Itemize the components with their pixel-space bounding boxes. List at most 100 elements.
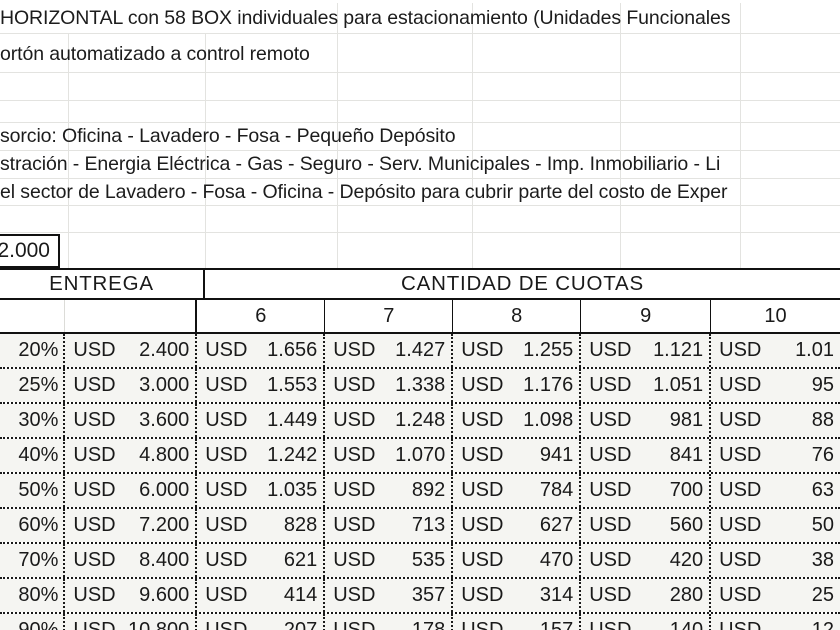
currency-label: USD: [73, 339, 116, 361]
cell-cuota-6[interactable]: USD 1.656: [197, 334, 326, 367]
cell-cuota-9[interactable]: USD 420: [581, 544, 712, 577]
currency-label: USD: [461, 339, 504, 361]
cell-cuota-9[interactable]: USD 560: [581, 509, 712, 542]
cell-cuota-10[interactable]: USD 25: [711, 579, 840, 612]
cell-cuota-10[interactable]: USD 38: [711, 544, 840, 577]
note-row-6: el sector de Lavadero - Fosa - Oficina -…: [0, 179, 840, 205]
cell-cuota-8[interactable]: USD 314: [453, 579, 582, 612]
cell-entrega-percent[interactable]: 30%: [0, 404, 66, 437]
column-header-cuota-9[interactable]: 9: [581, 300, 712, 332]
currency-label: USD: [719, 339, 762, 361]
cell-entrega-percent[interactable]: 90%: [0, 614, 66, 630]
cell-cuota-10[interactable]: USD 50: [711, 509, 840, 542]
cell-cuota-8[interactable]: USD 1.255: [453, 334, 582, 367]
cell-cuota-7[interactable]: USD 713: [325, 509, 454, 542]
table-row[interactable]: 30% USD 3.600 USD 1.449 USD 1.248 USD 1.098 USD 98…: [0, 404, 840, 437]
cell-cuota-6[interactable]: USD 207: [197, 614, 326, 630]
cell-cuota-10[interactable]: USD 76: [711, 439, 840, 472]
price-value-cell[interactable]: 2.000: [0, 234, 60, 268]
currency-label: USD: [205, 374, 248, 396]
cell-entrega-percent[interactable]: 70%: [0, 544, 66, 577]
cell-cuota-8[interactable]: USD 627: [453, 509, 582, 542]
note-text: HORIZONTAL con 58 BOX individuales para …: [0, 7, 731, 29]
column-header-cuota-10[interactable]: 10: [711, 300, 840, 332]
table-row[interactable]: 25% USD 3.000 USD 1.553 USD 1.338 USD 1.176 USD 1.…: [0, 369, 840, 402]
cell-entrega-percent[interactable]: 25%: [0, 369, 66, 402]
amount-value: 1.121: [653, 339, 704, 361]
cell-cuota-6[interactable]: USD 828: [197, 509, 326, 542]
note-text: sorcio: Oficina - Lavadero - Fosa - Pequ…: [0, 125, 456, 147]
amount-value: 1.656: [267, 339, 318, 361]
cell-cuota-6[interactable]: USD 414: [197, 579, 326, 612]
cell-cuota-6[interactable]: USD 621: [197, 544, 326, 577]
cell-entrega-amount[interactable]: USD 9.600: [65, 579, 198, 612]
cell-cuota-7[interactable]: USD 535: [325, 544, 454, 577]
cell-entrega-percent[interactable]: 80%: [0, 579, 66, 612]
currency-label: USD: [205, 339, 248, 361]
cell-cuota-7[interactable]: USD 1.427: [325, 334, 454, 367]
cell-entrega-amount[interactable]: USD 6.000: [65, 474, 198, 507]
cell-cuota-6[interactable]: USD 1.242: [197, 439, 326, 472]
cell-entrega-percent[interactable]: 20%: [0, 334, 66, 367]
cell-cuota-9[interactable]: USD 841: [581, 439, 712, 472]
cell-cuota-7[interactable]: USD 1.248: [325, 404, 454, 437]
cell-cuota-7[interactable]: USD 1.070: [325, 439, 454, 472]
table-row[interactable]: 60% USD 7.200 USD 828 USD 713 USD 627 USD 560 USD 50: [0, 509, 840, 542]
cell-entrega-amount[interactable]: USD 7.200: [65, 509, 198, 542]
amount-value: 95: [811, 374, 834, 396]
cell-cuota-7[interactable]: USD 1.338: [325, 369, 454, 402]
cell-entrega-amount[interactable]: USD 3.600: [65, 404, 198, 437]
currency-label: USD: [589, 584, 632, 606]
table-row[interactable]: 50% USD 6.000 USD 1.035 USD 892 USD 784 USD 700 USD…: [0, 474, 840, 507]
amount-value: 1.070: [395, 444, 446, 466]
cell-entrega-percent[interactable]: 40%: [0, 439, 66, 472]
currency-label: USD: [461, 374, 504, 396]
cell-cuota-9[interactable]: USD 140: [581, 614, 712, 630]
cell-cuota-9[interactable]: USD 981: [581, 404, 712, 437]
amount-value: 157: [539, 619, 574, 630]
cell-cuota-10[interactable]: USD 95: [711, 369, 840, 402]
table-row[interactable]: 40% USD 4.800 USD 1.242 USD 1.070 USD 941 USD 841 U…: [0, 439, 840, 472]
cell-cuota-10[interactable]: USD 1.01: [711, 334, 840, 367]
cell-cuota-8[interactable]: USD 470: [453, 544, 582, 577]
cell-cuota-9[interactable]: USD 280: [581, 579, 712, 612]
cell-entrega-percent[interactable]: 60%: [0, 509, 66, 542]
currency-label: USD: [205, 619, 248, 630]
cell-cuota-7[interactable]: USD 178: [325, 614, 454, 630]
cell-entrega-amount[interactable]: USD 10.800: [65, 614, 198, 630]
column-header-cuota-6[interactable]: 6: [197, 300, 326, 332]
cell-cuota-10[interactable]: USD 12: [711, 614, 840, 630]
cell-cuota-7[interactable]: USD 892: [325, 474, 454, 507]
cell-entrega-percent[interactable]: 50%: [0, 474, 66, 507]
cell-cuota-7[interactable]: USD 357: [325, 579, 454, 612]
currency-label: USD: [719, 549, 762, 571]
table-row[interactable]: 80% USD 9.600 USD 414 USD 357 USD 314 USD 280 USD 25: [0, 579, 840, 612]
header-spacer-b: [65, 300, 198, 332]
cell-cuota-10[interactable]: USD 63: [711, 474, 840, 507]
cell-entrega-amount[interactable]: USD 3.000: [65, 369, 198, 402]
cell-cuota-8[interactable]: USD 1.098: [453, 404, 582, 437]
cell-cuota-8[interactable]: USD 1.176: [453, 369, 582, 402]
cell-cuota-8[interactable]: USD 784: [453, 474, 582, 507]
table-row[interactable]: 70% USD 8.400 USD 621 USD 535 USD 470 USD 420 USD 38: [0, 544, 840, 577]
column-header-cuota-7[interactable]: 7: [325, 300, 454, 332]
cell-cuota-9[interactable]: USD 1.051: [581, 369, 712, 402]
column-header-cuota-8[interactable]: 8: [453, 300, 582, 332]
cell-cuota-9[interactable]: USD 1.121: [581, 334, 712, 367]
table-row[interactable]: 90% USD 10.800 USD 207 USD 178 USD 157 USD 140 USD 1…: [0, 614, 840, 630]
cell-entrega-amount[interactable]: USD 4.800: [65, 439, 198, 472]
table-row[interactable]: 20% USD 2.400 USD 1.656 USD 1.427 USD 1.255 USD 1.…: [0, 334, 840, 367]
cell-cuota-6[interactable]: USD 1.553: [197, 369, 326, 402]
amount-value: 1.553: [267, 374, 318, 396]
cell-cuota-6[interactable]: USD 1.035: [197, 474, 326, 507]
amount-value: 357: [411, 584, 446, 606]
cell-cuota-10[interactable]: USD 88: [711, 404, 840, 437]
cell-entrega-amount[interactable]: USD 2.400: [65, 334, 198, 367]
cell-cuota-9[interactable]: USD 700: [581, 474, 712, 507]
cell-entrega-amount[interactable]: USD 8.400: [65, 544, 198, 577]
cell-cuota-8[interactable]: USD 941: [453, 439, 582, 472]
note-text: stración - Energia Eléctrica - Gas - Seg…: [0, 153, 721, 175]
cell-cuota-8[interactable]: USD 157: [453, 614, 582, 630]
cell-cuota-6[interactable]: USD 1.449: [197, 404, 326, 437]
